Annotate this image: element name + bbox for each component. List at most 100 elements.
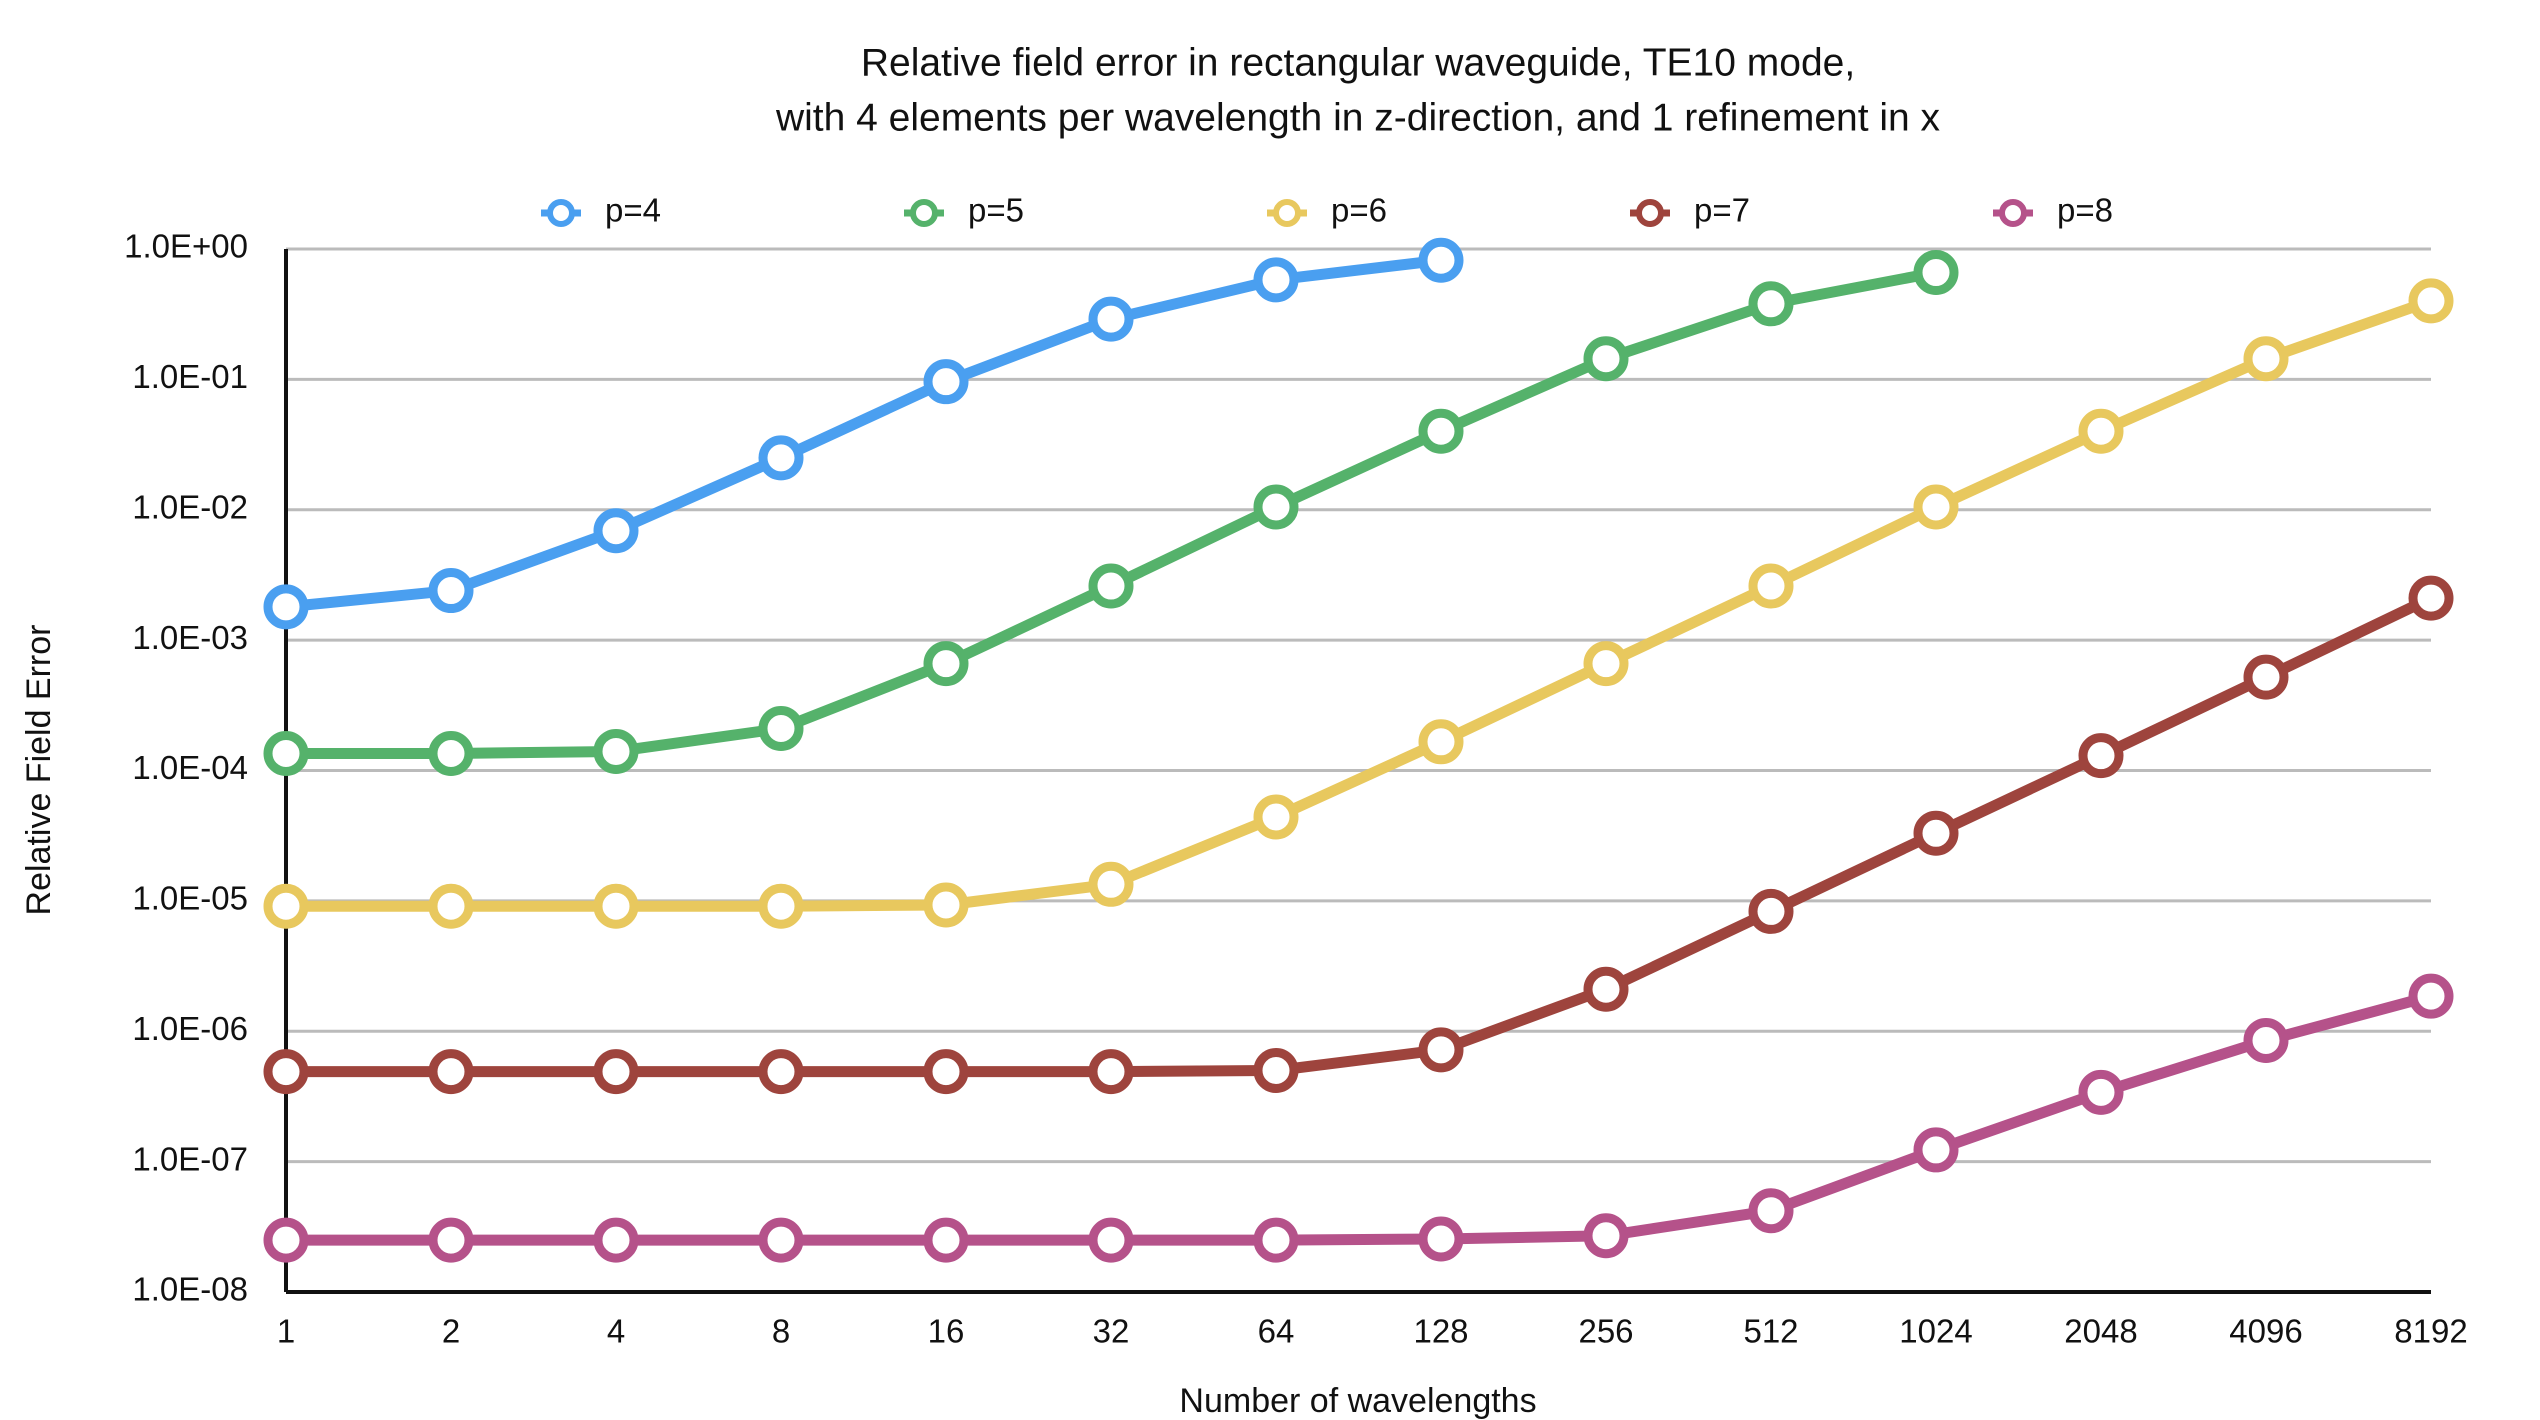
data-point	[1913, 1127, 1959, 1173]
data-point	[428, 1217, 474, 1263]
x-tick-label: 512	[1743, 1313, 1798, 1350]
data-point	[263, 1217, 309, 1263]
y-tick-label: 1.0E-05	[132, 880, 248, 917]
y-tick-label: 1.0E-02	[132, 488, 248, 525]
x-tick-label: 2048	[2064, 1313, 2137, 1350]
x-tick-label: 32	[1093, 1313, 1130, 1350]
x-tick-label: 64	[1258, 1313, 1295, 1350]
data-point	[923, 1217, 969, 1263]
data-point	[1418, 408, 1464, 454]
data-point	[428, 568, 474, 614]
data-point	[2243, 654, 2289, 700]
data-point	[263, 883, 309, 929]
x-axis-title: Number of wavelengths	[1179, 1382, 1536, 1420]
data-point	[758, 1049, 804, 1095]
data-point	[1583, 966, 1629, 1012]
data-point	[1253, 257, 1299, 303]
series-line	[286, 295, 2433, 912]
y-tick-label: 1.0E+00	[124, 228, 248, 265]
data-point	[1253, 484, 1299, 530]
data-point	[2408, 575, 2454, 621]
data-point	[593, 1049, 639, 1095]
data-point	[2078, 408, 2124, 454]
data-point	[758, 883, 804, 929]
x-tick-label: 8192	[2394, 1313, 2467, 1350]
data-point	[428, 731, 474, 777]
legend-swatch	[1636, 199, 1664, 227]
data-point	[593, 508, 639, 554]
chart-title: Relative field error in rectangular wave…	[861, 41, 1855, 84]
x-tick-label: 128	[1413, 1313, 1468, 1350]
x-tick-label: 16	[928, 1313, 965, 1350]
data-point	[1748, 563, 1794, 609]
data-point	[1418, 1216, 1464, 1262]
data-point	[923, 641, 969, 687]
data-point	[758, 1217, 804, 1263]
chart-title: with 4 elements per wavelength in z-dire…	[775, 96, 1941, 139]
data-point	[923, 1049, 969, 1095]
data-point	[593, 728, 639, 774]
x-tick-label: 1024	[1899, 1313, 1972, 1350]
series-line	[286, 267, 1938, 760]
x-tick-label: 1	[277, 1313, 295, 1350]
data-point	[1748, 1188, 1794, 1234]
data-point	[1088, 1217, 1134, 1263]
data-point	[2078, 733, 2124, 779]
x-tick-label: 2	[442, 1313, 460, 1350]
data-point	[1583, 336, 1629, 382]
legend-label: p=8	[2057, 192, 2113, 229]
y-tick-label: 1.0E-07	[132, 1140, 248, 1177]
data-point	[593, 1217, 639, 1263]
data-point	[2408, 973, 2454, 1019]
data-point	[1913, 484, 1959, 530]
data-point	[1418, 237, 1464, 283]
data-point	[263, 1049, 309, 1095]
data-point	[1583, 1213, 1629, 1259]
data-point	[263, 731, 309, 777]
y-axis-title: Relative Field Error	[20, 625, 58, 916]
x-tick-label: 256	[1578, 1313, 1633, 1350]
legend-label: p=6	[1331, 192, 1387, 229]
y-tick-label: 1.0E-01	[132, 358, 248, 395]
data-point	[1913, 810, 1959, 856]
data-point	[923, 359, 969, 405]
data-point	[428, 883, 474, 929]
data-point	[593, 883, 639, 929]
y-tick-label: 1.0E-08	[132, 1271, 248, 1308]
data-point	[1913, 250, 1959, 296]
series-line	[286, 990, 2433, 1246]
data-point	[263, 584, 309, 630]
data-point	[1088, 563, 1134, 609]
legend-swatch	[910, 199, 938, 227]
y-tick-label: 1.0E-03	[132, 619, 248, 656]
x-tick-label: 4	[607, 1313, 625, 1350]
data-point	[2078, 1069, 2124, 1115]
series-line	[285, 254, 1442, 613]
data-point	[1088, 861, 1134, 907]
x-tick-label: 8	[772, 1313, 790, 1350]
data-point	[1088, 296, 1134, 342]
legend-swatch	[1273, 199, 1301, 227]
data-point	[1253, 1217, 1299, 1263]
legend-swatch	[547, 199, 575, 227]
series-line	[286, 593, 2434, 1078]
x-tick-label: 4096	[2229, 1313, 2302, 1350]
legend-label: p=4	[605, 192, 661, 229]
data-point	[1583, 641, 1629, 687]
data-point	[2243, 336, 2289, 382]
data-point	[758, 435, 804, 481]
data-point	[428, 1049, 474, 1095]
data-point	[1253, 794, 1299, 840]
data-point	[1748, 888, 1794, 934]
data-point	[758, 705, 804, 751]
data-point	[1418, 719, 1464, 765]
data-point	[1748, 281, 1794, 327]
legend-swatch	[1999, 199, 2027, 227]
data-point	[923, 882, 969, 928]
legend-label: p=5	[968, 192, 1024, 229]
legend-label: p=7	[1694, 192, 1750, 229]
y-tick-label: 1.0E-04	[132, 749, 248, 786]
data-point	[1418, 1027, 1464, 1073]
data-point	[1088, 1049, 1134, 1095]
